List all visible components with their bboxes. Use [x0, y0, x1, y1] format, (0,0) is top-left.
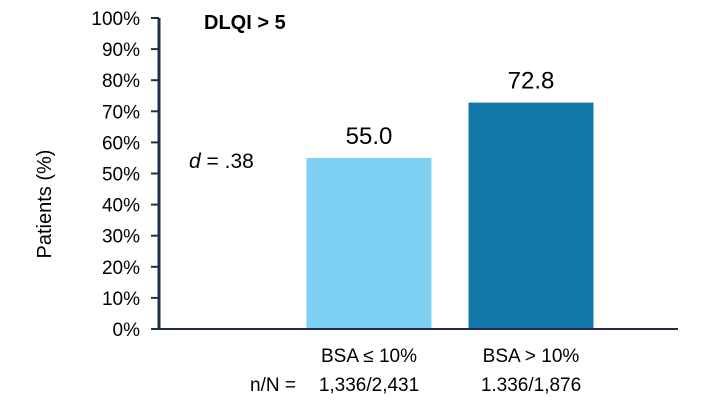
y-tick-label: 0% [113, 320, 141, 341]
y-tick-label: 80% [102, 71, 140, 92]
data-label-1: 72.8 [508, 68, 555, 95]
y-tick-label: 20% [102, 258, 140, 279]
y-tick-label: 40% [102, 196, 140, 217]
y-tick-label: 100% [91, 9, 140, 30]
data-labels: 55.0 72.8 [346, 68, 555, 150]
chart-title: DLQI > 5 [204, 12, 286, 34]
effect-size-symbol: d [189, 150, 202, 173]
y-tick-label: 50% [102, 165, 140, 186]
y-tick-label: 90% [102, 40, 140, 61]
y-axis-label: Patients (%) [34, 150, 56, 259]
y-tick-label: 70% [102, 102, 140, 123]
counts-prefix: n/N = [250, 375, 296, 396]
count-label-0: 1,336/2,431 [319, 375, 419, 396]
bar-0 [306, 157, 432, 329]
bar-1 [468, 102, 594, 329]
y-tick-label: 60% [102, 133, 140, 154]
y-axis-ticks: 0% 10% 20% 30% 40% 50% 60% 70% 80% 90% 100% [91, 9, 159, 341]
bars [306, 102, 594, 329]
y-tick-label: 30% [102, 227, 140, 248]
effect-size-annotation: d = .38 [189, 150, 254, 173]
y-tick-label: 10% [102, 289, 140, 310]
count-label-1: 1.336/1,876 [481, 375, 581, 396]
category-label-1: BSA > 10% [483, 346, 580, 367]
category-label-0: BSA ≤ 10% [321, 346, 417, 367]
data-label-0: 55.0 [346, 123, 393, 150]
effect-size-value: = .38 [201, 150, 254, 173]
